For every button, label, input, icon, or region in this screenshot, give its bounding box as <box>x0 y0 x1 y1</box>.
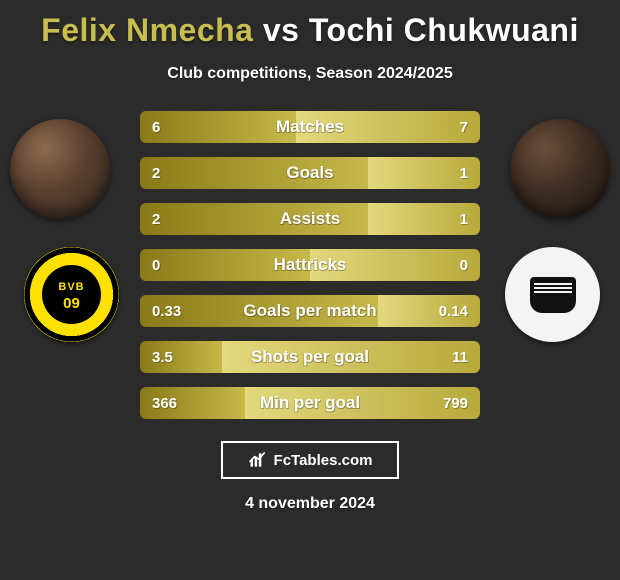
stat-label: Shots per goal <box>140 341 480 373</box>
stat-value-right: 11 <box>452 341 468 373</box>
stat-label: Hattricks <box>140 249 480 281</box>
chart-icon <box>248 450 268 470</box>
comparison-stage: BVB 09 Matches67Goals21Assists21Hattrick… <box>0 111 620 419</box>
subtitle: Club competitions, Season 2024/2025 <box>0 65 620 83</box>
stat-label: Min per goal <box>140 387 480 419</box>
stat-value-left: 2 <box>152 157 160 189</box>
page-title: Felix Nmecha vs Tochi Chukwuani <box>0 0 620 49</box>
stat-label: Goals per match <box>140 295 480 327</box>
stat-value-right: 1 <box>460 203 468 235</box>
stat-value-left: 0 <box>152 249 160 281</box>
stat-value-right: 799 <box>443 387 468 419</box>
club-left-text-1: BVB <box>24 281 119 293</box>
stat-bar: Goals2 1 <box>140 157 480 189</box>
player-left-avatar <box>10 119 110 219</box>
title-player-right: Tochi Chukwuani <box>309 12 579 48</box>
title-vs: vs <box>263 12 300 48</box>
stat-bar: Goals per match0.33 0.14 <box>140 295 480 327</box>
brand-badge: FcTables.com <box>221 441 399 479</box>
date-text: 4 november 2024 <box>0 495 620 513</box>
stat-value-left: 6 <box>152 111 160 143</box>
stat-bar: Assists2 1 <box>140 203 480 235</box>
stat-value-left: 0.33 <box>152 295 181 327</box>
stat-label: Goals <box>140 157 480 189</box>
player-right-avatar <box>510 119 610 219</box>
stat-value-right: 1 <box>460 157 468 189</box>
stat-value-right: 0 <box>460 249 468 281</box>
stat-label: Assists <box>140 203 480 235</box>
stat-label: Matches <box>140 111 480 143</box>
brand-text: FcTables.com <box>274 452 373 469</box>
club-right-shield <box>530 277 576 313</box>
stat-bars: Matches67Goals21Assists21Hattricks00Goal… <box>140 111 480 419</box>
club-right-badge <box>505 247 600 342</box>
title-player-left: Felix Nmecha <box>41 12 253 48</box>
stat-value-left: 366 <box>152 387 177 419</box>
club-left-badge: BVB 09 <box>24 247 119 342</box>
stat-bar: Hattricks0 0 <box>140 249 480 281</box>
stat-bar: Min per goal366 799 <box>140 387 480 419</box>
club-left-text-2: 09 <box>24 295 119 312</box>
stat-value-right: 0.14 <box>439 295 468 327</box>
stat-bar: Matches6 7 <box>140 111 480 143</box>
stat-bar: Shots per goal3.5 11 <box>140 341 480 373</box>
stat-value-right: 7 <box>460 111 468 143</box>
stat-value-left: 3.5 <box>152 341 173 373</box>
stat-value-left: 2 <box>152 203 160 235</box>
